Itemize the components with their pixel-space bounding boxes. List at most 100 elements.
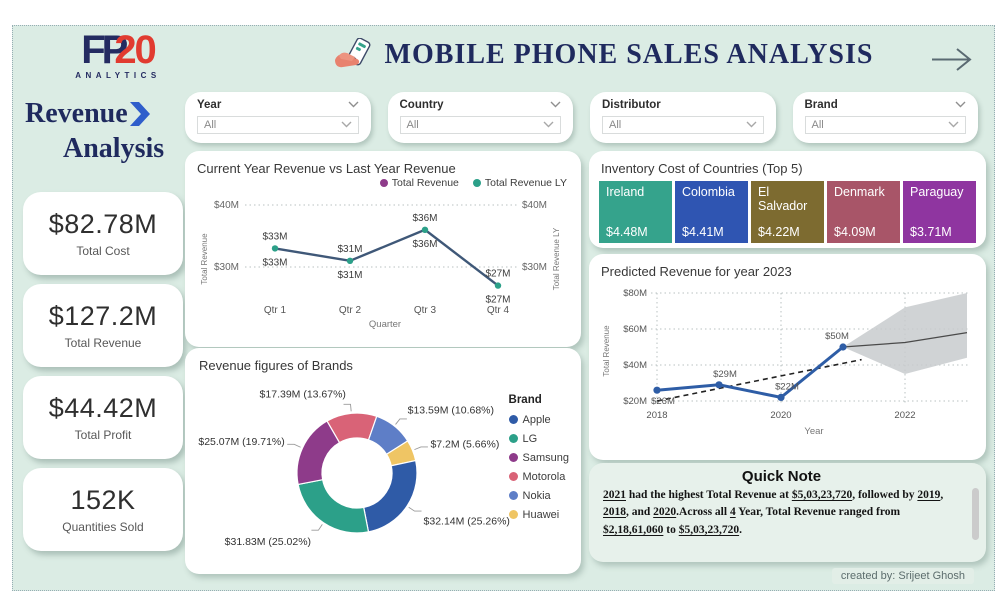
kpi-card-total-cost: $82.78M Total Cost bbox=[23, 192, 183, 275]
donut-slice-apple[interactable] bbox=[362, 459, 418, 533]
inventory-value: $4.48M bbox=[606, 225, 648, 239]
note-text: Year, Total Revenue ranged from bbox=[735, 506, 901, 519]
filter-distributor[interactable]: Distributor All bbox=[590, 92, 776, 143]
quick-note-text: 2021 had the highest Total Revenue at $5… bbox=[603, 487, 960, 539]
legend-item-motorola[interactable]: Motorola bbox=[508, 467, 569, 486]
country-name: Colombia bbox=[682, 185, 735, 199]
legend-dot-icon bbox=[508, 415, 518, 424]
note-text: .Across all bbox=[676, 506, 730, 519]
filter-label: Brand bbox=[805, 99, 967, 111]
svg-text:$29M: $29M bbox=[713, 369, 737, 380]
svg-text:2020: 2020 bbox=[770, 410, 791, 421]
cy-vs-ly-line-chart: $30M $30M $40M $40M Total Revenue Total Reven… bbox=[200, 200, 561, 330]
legend-item-lg[interactable]: LG bbox=[508, 429, 569, 448]
chevron-down-icon[interactable] bbox=[543, 119, 554, 131]
svg-text:$31M: $31M bbox=[337, 270, 362, 281]
svg-text:$26M: $26M bbox=[651, 396, 675, 407]
filter-label: Year bbox=[197, 99, 359, 111]
note-highlight-value: 2018 bbox=[603, 506, 626, 519]
inventory-tile-el-salvador[interactable]: El Salvador $4.22M bbox=[751, 181, 824, 243]
note-highlight-value: $5,03,23,720 bbox=[791, 489, 853, 501]
logo-text-main: FP bbox=[81, 28, 128, 72]
inventory-tile-ireland[interactable]: Ireland $4.48M bbox=[599, 181, 672, 243]
svg-text:$31M: $31M bbox=[337, 244, 362, 255]
inventory-value: $4.41M bbox=[682, 225, 724, 239]
inventory-tile-denmark[interactable]: Denmark $4.09M bbox=[827, 181, 900, 243]
note-scrollbar[interactable] bbox=[972, 488, 979, 540]
filter-dropdown-brand[interactable]: All bbox=[804, 116, 966, 134]
inventory-tile-colombia[interactable]: Colombia $4.41M bbox=[675, 181, 748, 243]
legend-item-huawei[interactable]: Huawei bbox=[508, 505, 569, 524]
chevron-down-icon[interactable] bbox=[341, 119, 352, 131]
filter-brand[interactable]: Brand All bbox=[792, 92, 978, 143]
kpi-card-list: $82.78M Total Cost $127.2M Total Revenue $44… bbox=[23, 192, 183, 551]
chevron-down-icon[interactable] bbox=[746, 119, 757, 131]
svg-text:$32.14M (25.26%): $32.14M (25.26%) bbox=[424, 515, 510, 527]
filter-year[interactable]: Year All bbox=[185, 92, 371, 143]
country-name: Ireland bbox=[606, 185, 645, 199]
legend-item-total-revenue-ly[interactable]: Total Revenue LY bbox=[472, 177, 567, 189]
dashboard-canvas: FP 20 ANALYTICS MOBILE PHONE SALES ANALY… bbox=[12, 25, 995, 591]
donut-slice-samsung[interactable] bbox=[296, 420, 341, 486]
inventory-title: Inventory Cost of Countries (Top 5) bbox=[601, 161, 803, 176]
chevron-down-icon[interactable] bbox=[348, 99, 359, 111]
legend-label: Samsung bbox=[522, 451, 569, 464]
inventory-value: $4.09M bbox=[834, 225, 876, 239]
kpi-value: $82.78M bbox=[48, 209, 158, 239]
svg-text:$17.39M (13.67%): $17.39M (13.67%) bbox=[260, 388, 346, 400]
brand-revenue-card: Revenue figures of Brands $17.39M (13.67… bbox=[185, 348, 581, 574]
legend-label: Nokia bbox=[522, 489, 551, 502]
svg-text:$7.2M (5.66%): $7.2M (5.66%) bbox=[430, 439, 499, 451]
svg-text:$40M: $40M bbox=[522, 200, 547, 211]
cy-vs-ly-chart-title: Current Year Revenue vs Last Year Revenu… bbox=[197, 161, 456, 176]
filter-dropdown-year[interactable]: All bbox=[197, 116, 359, 134]
cy-vs-ly-legend: Total Revenue Total Revenue LY bbox=[195, 177, 567, 189]
legend-item-nokia[interactable]: Nokia bbox=[508, 486, 569, 505]
svg-text:$36M: $36M bbox=[412, 239, 437, 250]
note-text: , bbox=[940, 489, 944, 501]
note-text: , and bbox=[626, 506, 654, 519]
chevron-down-icon[interactable] bbox=[550, 99, 561, 111]
filter-country[interactable]: Country All bbox=[387, 92, 573, 143]
legend-item-total-revenue[interactable]: Total Revenue bbox=[379, 177, 459, 189]
svg-text:Total Revenue: Total Revenue bbox=[200, 233, 209, 285]
svg-text:$27M: $27M bbox=[485, 295, 510, 306]
note-highlight-value: 2020 bbox=[653, 506, 677, 519]
svg-text:Qtr 3: Qtr 3 bbox=[414, 305, 437, 316]
note-text: . bbox=[739, 523, 742, 536]
svg-text:$30M: $30M bbox=[522, 262, 547, 273]
quick-note-title: Quick Note bbox=[741, 468, 822, 485]
svg-text:$33M: $33M bbox=[262, 231, 287, 242]
kpi-label: Quantities Sold bbox=[62, 520, 144, 534]
legend-dot-icon bbox=[472, 179, 481, 187]
legend-item-apple[interactable]: Apple bbox=[508, 410, 569, 429]
filter-dropdown-distributor[interactable]: All bbox=[602, 116, 764, 134]
svg-text:$50M: $50M bbox=[825, 331, 849, 342]
note-highlight-value: $5,03,23,720 bbox=[678, 523, 740, 536]
svg-text:$25.07M (19.71%): $25.07M (19.71%) bbox=[198, 436, 284, 448]
donut-slice-lg[interactable] bbox=[297, 478, 370, 534]
legend-label: Total Revenue bbox=[391, 177, 459, 189]
logo-subtext: ANALYTICS bbox=[75, 71, 161, 80]
note-highlight-value: 2019 bbox=[917, 489, 941, 501]
svg-text:Qtr 1: Qtr 1 bbox=[264, 305, 287, 316]
note-highlight-value: 4 bbox=[729, 506, 736, 519]
svg-text:$22M: $22M bbox=[775, 381, 799, 392]
chevron-down-icon[interactable] bbox=[955, 99, 966, 111]
kpi-card-total-revenue: $127.2M Total Revenue bbox=[23, 284, 183, 367]
filter-selected-value: All bbox=[811, 119, 824, 131]
chevron-down-icon[interactable] bbox=[948, 119, 959, 131]
chevron-right-icon bbox=[129, 101, 150, 126]
legend-label: Apple bbox=[522, 413, 551, 426]
filter-label-text: Country bbox=[399, 99, 444, 111]
note-text: had the highest Total Revenue at bbox=[626, 489, 792, 501]
kpi-value: 152K bbox=[70, 485, 136, 515]
next-page-arrow-icon[interactable] bbox=[930, 46, 974, 78]
brand-donut-chart: $17.39M (13.67%) $13.59M (10.68%) $7.2M (5… bbox=[198, 388, 510, 548]
svg-text:$80M: $80M bbox=[623, 288, 647, 299]
inventory-tile-paraguay[interactable]: Paraguay $3.71M bbox=[903, 181, 976, 243]
legend-dot-icon bbox=[508, 434, 518, 443]
filter-dropdown-country[interactable]: All bbox=[399, 116, 561, 134]
legend-item-samsung[interactable]: Samsung bbox=[508, 448, 569, 467]
